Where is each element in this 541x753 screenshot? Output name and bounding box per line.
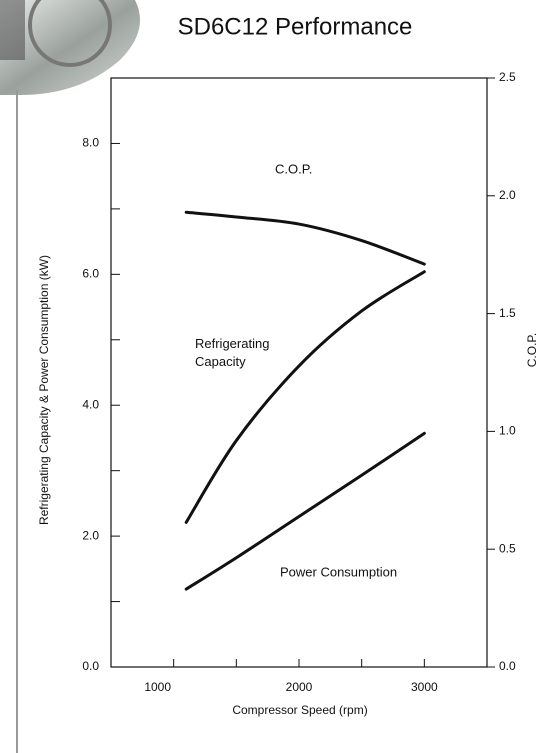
series-line (184, 431, 426, 591)
series-label: Power Consumption (280, 564, 397, 579)
y2-axis-label: C.O.P. (525, 333, 539, 367)
x-tick-label: 3000 (411, 680, 438, 694)
y2-tick-label: 1.5 (499, 306, 516, 320)
y-tick-label: 2.0 (82, 528, 99, 542)
y2-tick-label: 2.0 (499, 188, 516, 202)
y2-tick-label: 0.0 (499, 659, 516, 673)
y-axis-label: Refrigerating Capacity & Power Consumpti… (37, 255, 51, 525)
x-tick-label: 1000 (144, 680, 171, 694)
y-tick-label: 4.0 (82, 397, 99, 411)
y2-tick-label: 1.0 (499, 424, 516, 438)
series-label: Refrigerating Capacity (195, 336, 273, 369)
y-tick-label: 8.0 (82, 136, 99, 150)
series-line (184, 270, 426, 524)
y-tick-label: 0.0 (82, 659, 99, 673)
x-axis-label: Compressor Speed (rpm) (232, 703, 367, 717)
y-tick-label: 6.0 (82, 267, 99, 281)
compressor-image (0, 0, 140, 753)
series-label: C.O.P. (275, 161, 312, 176)
x-tick-label: 2000 (286, 680, 313, 694)
series-line (184, 210, 426, 266)
y2-tick-label: 2.5 (499, 70, 516, 84)
chart-title: SD6C12 Performance (178, 13, 413, 40)
y2-tick-label: 0.5 (499, 541, 516, 555)
